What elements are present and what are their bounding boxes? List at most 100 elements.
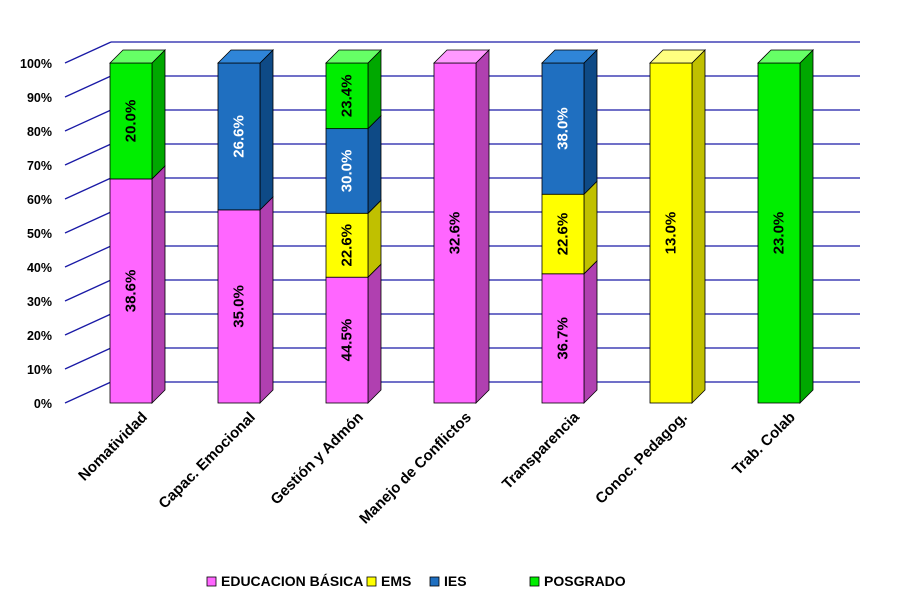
bar-segment (217, 209, 261, 404)
data-label: 38.6% (123, 270, 140, 313)
bar-segment-side (367, 114, 382, 215)
y-tick-label: 100% (20, 57, 52, 71)
bar-segment (541, 273, 585, 404)
bar-segment (109, 62, 153, 180)
bar-segment-top (325, 49, 382, 64)
bar-stack (109, 49, 166, 404)
bar-segment-top (109, 49, 166, 64)
gridline-depth (64, 211, 112, 234)
gridline-depth (64, 381, 112, 404)
data-label: 26.6% (231, 115, 248, 158)
bar-segment-top (433, 49, 490, 64)
x-tick-label: Capac. Emocional (155, 409, 258, 512)
bar-stack (433, 49, 490, 404)
bar-segment-side (583, 49, 598, 196)
legend-swatch (529, 576, 540, 587)
bar-segment (325, 62, 369, 130)
legend-swatch (366, 576, 377, 587)
bar-segment-top (649, 49, 706, 64)
bar-segment-top (217, 49, 274, 64)
x-tick-label: Trab. Colab (729, 409, 799, 479)
legend-swatch (206, 576, 217, 587)
legend-item: EDUCACION BÁSICA (206, 573, 363, 589)
data-labels: 38.6% 20.0% 35.0% 26.6% 44.5% 22.6% 30.0% 23.4%… (123, 75, 788, 362)
data-label: 30.0% (339, 150, 356, 193)
x-tick-label: Nomatividad (75, 409, 151, 485)
bar-segment-top (757, 49, 814, 64)
gridline-depth (64, 143, 112, 166)
y-tick-label: 30% (27, 295, 52, 309)
bar-segment-side (151, 49, 166, 180)
legend-item: IES (429, 573, 467, 589)
bar-stack (217, 49, 274, 404)
legend-label: POSGRADO (544, 573, 626, 589)
x-tick-label: Conoc. Pedagog. (592, 409, 691, 508)
bar-segment (325, 276, 369, 404)
legend-swatch (429, 576, 440, 587)
bar-segment-side (583, 180, 598, 275)
y-tick-label: 20% (27, 329, 52, 343)
data-label: 36.7% (555, 317, 572, 360)
bar-segment (541, 62, 585, 195)
data-label: 32.6% (447, 212, 464, 255)
bar-segment-side (475, 49, 490, 404)
gridline-depth (64, 245, 112, 268)
bar-segment (217, 62, 261, 211)
legend: EDUCACION BÁSICA EMS IES POSGRADO (206, 573, 626, 589)
data-label: 23.0% (771, 212, 788, 255)
bar-segment (109, 178, 153, 404)
data-label: 22.6% (339, 224, 356, 267)
bar-segment (757, 62, 801, 404)
bar-stack (757, 49, 814, 404)
bar-segment-side (367, 263, 382, 404)
data-label: 20.0% (123, 100, 140, 143)
gridline-depth (64, 109, 112, 132)
bar-segment (433, 62, 477, 404)
x-tick-label: Gestión y Admón (267, 409, 366, 508)
bars (109, 49, 814, 404)
bar-segment-side (799, 49, 814, 404)
y-tick-label: 70% (27, 159, 52, 173)
bar-segment (541, 193, 585, 275)
data-label: 13.0% (663, 212, 680, 255)
bar-segment-side (367, 49, 382, 130)
bar-segment-side (259, 195, 274, 404)
y-tick-label: 80% (27, 125, 52, 139)
data-label: 23.4% (339, 75, 356, 118)
gridline-depth (64, 313, 112, 336)
y-tick-label: 10% (27, 363, 52, 377)
data-label: 38.0% (555, 107, 572, 150)
bar-segment (649, 62, 693, 404)
x-tick-label: Transparencia (499, 408, 583, 492)
gridline-depth (64, 41, 112, 64)
x-axis-ticks: Nomatividad Capac. Emocional Gestión y Adm… (75, 408, 799, 527)
y-tick-label: 90% (27, 91, 52, 105)
y-tick-label: 50% (27, 227, 52, 241)
bar-segment-side (583, 259, 598, 404)
y-tick-label: 0% (34, 397, 52, 411)
bar-segment (325, 128, 369, 214)
data-label: 22.6% (555, 213, 572, 256)
legend-label: IES (444, 573, 467, 589)
data-label: 35.0% (231, 285, 248, 328)
y-tick-label: 40% (27, 261, 52, 275)
gridline-depth (64, 75, 112, 98)
legend-label: EMS (381, 573, 411, 589)
legend-item: EMS (366, 573, 411, 589)
bar-segment-top (541, 49, 598, 64)
bar-segment-side (151, 164, 166, 404)
gridline-depth (64, 177, 112, 200)
y-axis-ticks: 0% 10% 20% 30% 40% 50% 60% 70% 80% 90% 100% (20, 57, 52, 411)
gridline-depth (64, 347, 112, 370)
y-tick-label: 60% (27, 193, 52, 207)
bar-stack (649, 49, 706, 404)
legend-item: POSGRADO (529, 573, 626, 589)
bar-stack (325, 49, 382, 404)
data-label: 44.5% (339, 319, 356, 362)
bar-segment-side (259, 49, 274, 211)
x-tick-label: Manejo de Conflictos (356, 409, 475, 528)
bar-segment (325, 212, 369, 278)
bar-stack (541, 49, 598, 404)
